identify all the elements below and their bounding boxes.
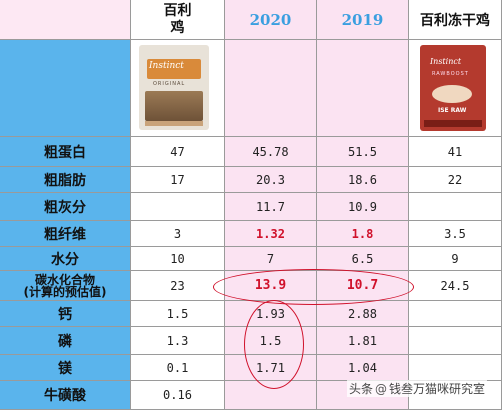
- row-magnesium: 镁 0.1 1.71 1.04: [0, 355, 502, 381]
- value-cell: 10.9: [317, 193, 409, 221]
- value-cell: 0.16: [131, 381, 225, 410]
- label-carbohydrate: 碳水化合物 (计算的预估值): [0, 271, 131, 301]
- value-cell: 1.5: [225, 327, 317, 355]
- label-carbohydrate-line2: (计算的预估值): [23, 284, 107, 299]
- value-cell-highlight: 13.9: [225, 271, 317, 301]
- value-cell: 24.5: [409, 271, 502, 301]
- value-cell: 1.81: [317, 327, 409, 355]
- label-crude-fiber: 粗纤维: [0, 221, 131, 247]
- label-crude-ash: 粗灰分: [0, 193, 131, 221]
- value-cell: 3.5: [409, 221, 502, 247]
- header-baili-line2: 鸡: [170, 19, 185, 36]
- value-cell: 0.1: [131, 355, 225, 381]
- value-cell-highlight: 1.8: [317, 221, 409, 247]
- value-cell: 18.6: [317, 167, 409, 193]
- row-crude-fiber: 粗纤维 3 1.32 1.8 3.5: [0, 221, 502, 247]
- row-carbohydrate: 碳水化合物 (计算的预估值) 23 13.9 10.7 24.5: [0, 271, 502, 301]
- header-row: 百利 鸡 2020 2019 百利冻干鸡: [0, 0, 502, 40]
- value-cell: 17: [131, 167, 225, 193]
- value-cell: 45.78: [225, 137, 317, 167]
- header-baili-freeze-dried: 百利冻干鸡: [409, 0, 502, 40]
- bag-raw-text: ISE RAW: [438, 107, 467, 114]
- label-crude-protein: 粗蛋白: [0, 137, 131, 167]
- bag-brand-text: Instinct: [149, 61, 184, 71]
- value-cell: [131, 193, 225, 221]
- value-cell-highlight: 1.32: [225, 221, 317, 247]
- row-crude-fat: 粗脂肪 17 20.3 18.6 22: [0, 167, 502, 193]
- watermark-name: 钱叁万猫咪研究室: [389, 382, 486, 396]
- watermark-prefix: 头条: [349, 382, 374, 396]
- row-crude-ash: 粗灰分 11.7 10.9: [0, 193, 502, 221]
- header-corner-cell: [0, 0, 131, 40]
- image-cell-2019: [317, 40, 409, 137]
- value-cell: 1.5: [131, 301, 225, 327]
- bag-brand-text: Instinct: [430, 57, 462, 66]
- value-cell: 23: [131, 271, 225, 301]
- label-phosphorus: 磷: [0, 327, 131, 355]
- bag-sub-text: ORIGINAL: [153, 81, 186, 87]
- row-phosphorus: 磷 1.3 1.5 1.81: [0, 327, 502, 355]
- value-cell: [409, 301, 502, 327]
- image-row-label-cell: [0, 40, 131, 137]
- value-cell: 7: [225, 247, 317, 271]
- label-moisture: 水分: [0, 247, 131, 271]
- value-cell: 20.3: [225, 167, 317, 193]
- value-cell: [409, 355, 502, 381]
- header-baili-line1: 百利: [163, 2, 192, 19]
- label-crude-fat: 粗脂肪: [0, 167, 131, 193]
- instinct-rawboost-bag-image: Instinct RAWBOOST ISE RAW: [420, 45, 486, 131]
- value-cell: 1.04: [317, 355, 409, 381]
- value-cell: [225, 381, 317, 410]
- value-cell: 22: [409, 167, 502, 193]
- value-cell: 1.93: [225, 301, 317, 327]
- value-cell: [409, 327, 502, 355]
- value-cell-highlight: 10.7: [317, 271, 409, 301]
- value-cell: 11.7: [225, 193, 317, 221]
- value-cell: 9: [409, 247, 502, 271]
- value-cell: 3: [131, 221, 225, 247]
- label-carbohydrate-line1: 碳水化合物: [34, 272, 95, 287]
- row-calcium: 钙 1.5 1.93 2.88: [0, 301, 502, 327]
- label-calcium: 钙: [0, 301, 131, 327]
- value-cell: 1.71: [225, 355, 317, 381]
- instinct-original-bag-image: Instinct ORIGINAL: [139, 45, 209, 130]
- label-taurine: 牛磺酸: [0, 381, 131, 410]
- value-cell: 1.3: [131, 327, 225, 355]
- at-icon: @: [375, 381, 388, 396]
- value-cell: 2.88: [317, 301, 409, 327]
- value-cell: 10: [131, 247, 225, 271]
- label-magnesium: 镁: [0, 355, 131, 381]
- header-2020: 2020: [225, 0, 317, 40]
- row-moisture: 水分 10 7 6.5 9: [0, 247, 502, 271]
- value-cell: 6.5: [317, 247, 409, 271]
- value-cell: 41: [409, 137, 502, 167]
- value-cell: 51.5: [317, 137, 409, 167]
- row-crude-protein: 粗蛋白 47 45.78 51.5 41: [0, 137, 502, 167]
- value-cell: [409, 193, 502, 221]
- header-baili-chicken: 百利 鸡: [131, 0, 225, 40]
- watermark: 头条 @ 钱叁万猫咪研究室: [347, 380, 488, 397]
- image-cell-2020: [225, 40, 317, 137]
- header-2019: 2019: [317, 0, 409, 40]
- value-cell: 47: [131, 137, 225, 167]
- bag-sub-text: RAWBOOST: [432, 71, 469, 77]
